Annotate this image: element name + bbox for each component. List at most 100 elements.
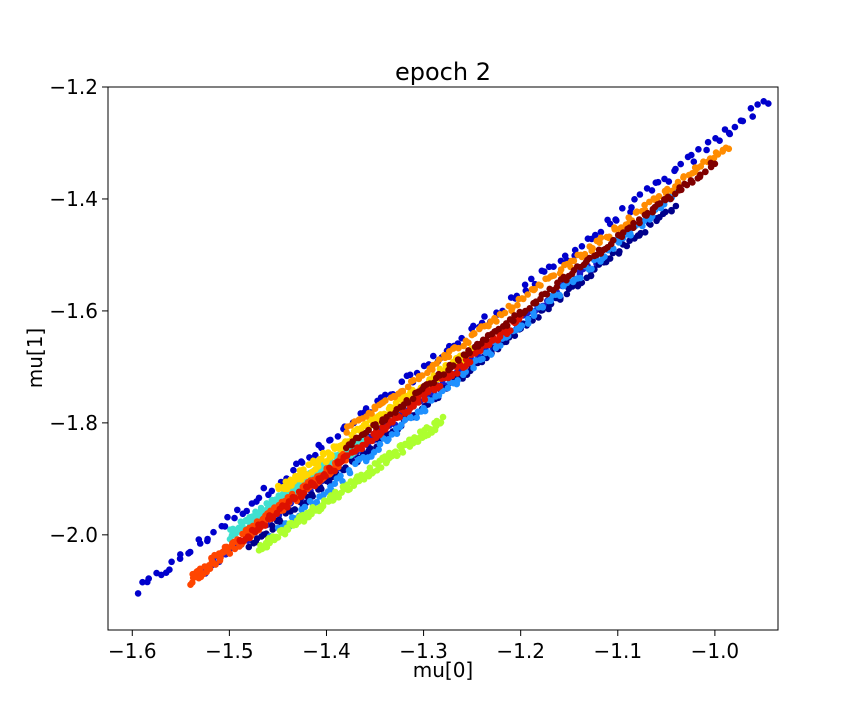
scatter-point <box>716 137 723 144</box>
y-tick-label: −1.6 <box>49 299 98 323</box>
scatter-point <box>588 265 595 273</box>
scatter-point <box>435 356 443 363</box>
scatter-point <box>430 352 437 360</box>
scatter-point <box>346 469 354 477</box>
scatter-point <box>437 419 445 426</box>
scatter-point <box>243 507 250 515</box>
scatter-point <box>688 151 695 159</box>
scatter-point <box>260 484 268 492</box>
scatter-point <box>298 459 306 466</box>
scatter-point <box>210 528 217 536</box>
scatter-point <box>168 558 175 566</box>
scatter-point <box>394 451 401 459</box>
scatter-point <box>501 309 509 317</box>
scatter-point <box>368 410 375 417</box>
scatter-point <box>176 555 184 562</box>
scatter-point <box>597 234 605 242</box>
scatter-point <box>418 372 426 379</box>
scatter-point <box>388 431 396 438</box>
scatter-point <box>714 151 722 158</box>
scatter-point <box>410 402 417 410</box>
scatter-point <box>396 413 404 421</box>
scatter-point <box>589 245 596 252</box>
scatter-point <box>612 216 619 223</box>
scatter-point <box>606 220 614 228</box>
scatter-point <box>470 364 477 372</box>
scatter-point <box>445 353 453 361</box>
scatter-point <box>406 413 414 421</box>
scatter-point <box>269 526 277 533</box>
y-tick-label: −2.0 <box>49 523 98 547</box>
scatter-point <box>421 396 429 403</box>
scatter-point <box>702 168 709 175</box>
scatter-point <box>226 550 234 557</box>
scatter-point <box>532 299 540 307</box>
scatter-point <box>493 318 500 325</box>
scatter-point <box>619 205 626 212</box>
scatter-point <box>592 231 599 239</box>
scatter-point <box>406 371 414 379</box>
scatter-point <box>449 370 456 378</box>
scatter-point <box>511 312 518 319</box>
scatter-point <box>444 384 452 392</box>
scatter-point <box>284 526 292 533</box>
scatter-point <box>231 514 238 522</box>
scatter-point <box>322 472 329 480</box>
scatter-point <box>521 281 529 289</box>
scatter-point <box>293 460 300 468</box>
scatter-point <box>628 204 635 211</box>
scatter-point <box>300 489 308 497</box>
scatter-point <box>428 397 435 404</box>
scatter-point <box>496 333 504 341</box>
x-axis: −1.6 −1.5 −1.4 −1.3 −1.2 −1.1 −1.0 <box>108 630 739 663</box>
x-tick-label: −1.6 <box>108 639 157 663</box>
scatter-point <box>487 351 495 358</box>
scatter-point <box>665 178 673 185</box>
scatter-point <box>404 399 412 406</box>
scatter-point <box>145 575 152 582</box>
scatter-point <box>139 578 146 586</box>
scatter-point <box>550 272 558 279</box>
scatter-point <box>266 539 274 547</box>
scatter-point <box>711 160 719 168</box>
scatter-point <box>668 207 675 215</box>
scatter-point <box>337 472 344 480</box>
scatter-point <box>273 510 281 518</box>
scatter-point <box>636 219 643 227</box>
scatter-point <box>377 464 385 471</box>
scatter-point <box>318 444 325 452</box>
scatter-point <box>581 250 589 258</box>
chart-title: epoch 2 <box>395 58 491 86</box>
scatter-point <box>507 327 514 334</box>
scatter-point <box>334 433 342 440</box>
scatter-point <box>455 344 462 352</box>
scatter-point <box>747 105 755 112</box>
scatter-point <box>245 543 253 551</box>
y-tick-label: −1.2 <box>49 75 98 99</box>
y-tick-label: −1.4 <box>49 187 98 211</box>
scatter-point <box>212 561 219 568</box>
scatter-point <box>277 518 284 526</box>
scatter-point <box>166 566 173 573</box>
plot-area <box>107 86 779 631</box>
scatter-point <box>524 320 532 327</box>
scatter-point <box>291 494 298 501</box>
y-axis-label: mu[1] <box>23 328 47 389</box>
scatter-point <box>497 342 504 349</box>
scatter-point <box>725 145 733 153</box>
scatter-point <box>644 209 651 217</box>
scatter-point <box>633 208 641 215</box>
scatter-point <box>385 436 392 443</box>
scatter-point <box>311 482 319 490</box>
scatter-point <box>246 534 253 542</box>
scatter-point <box>268 487 276 495</box>
scatter-point <box>577 274 584 282</box>
scatter-point <box>290 466 297 474</box>
scatter-point <box>399 449 407 456</box>
scatter-point <box>689 179 696 186</box>
scatter-point <box>539 303 546 311</box>
y-axis: −2.0 −1.8 −1.6 −1.4 −1.2 <box>49 75 108 547</box>
scatter-point <box>704 138 712 146</box>
scatter-point <box>413 414 421 422</box>
